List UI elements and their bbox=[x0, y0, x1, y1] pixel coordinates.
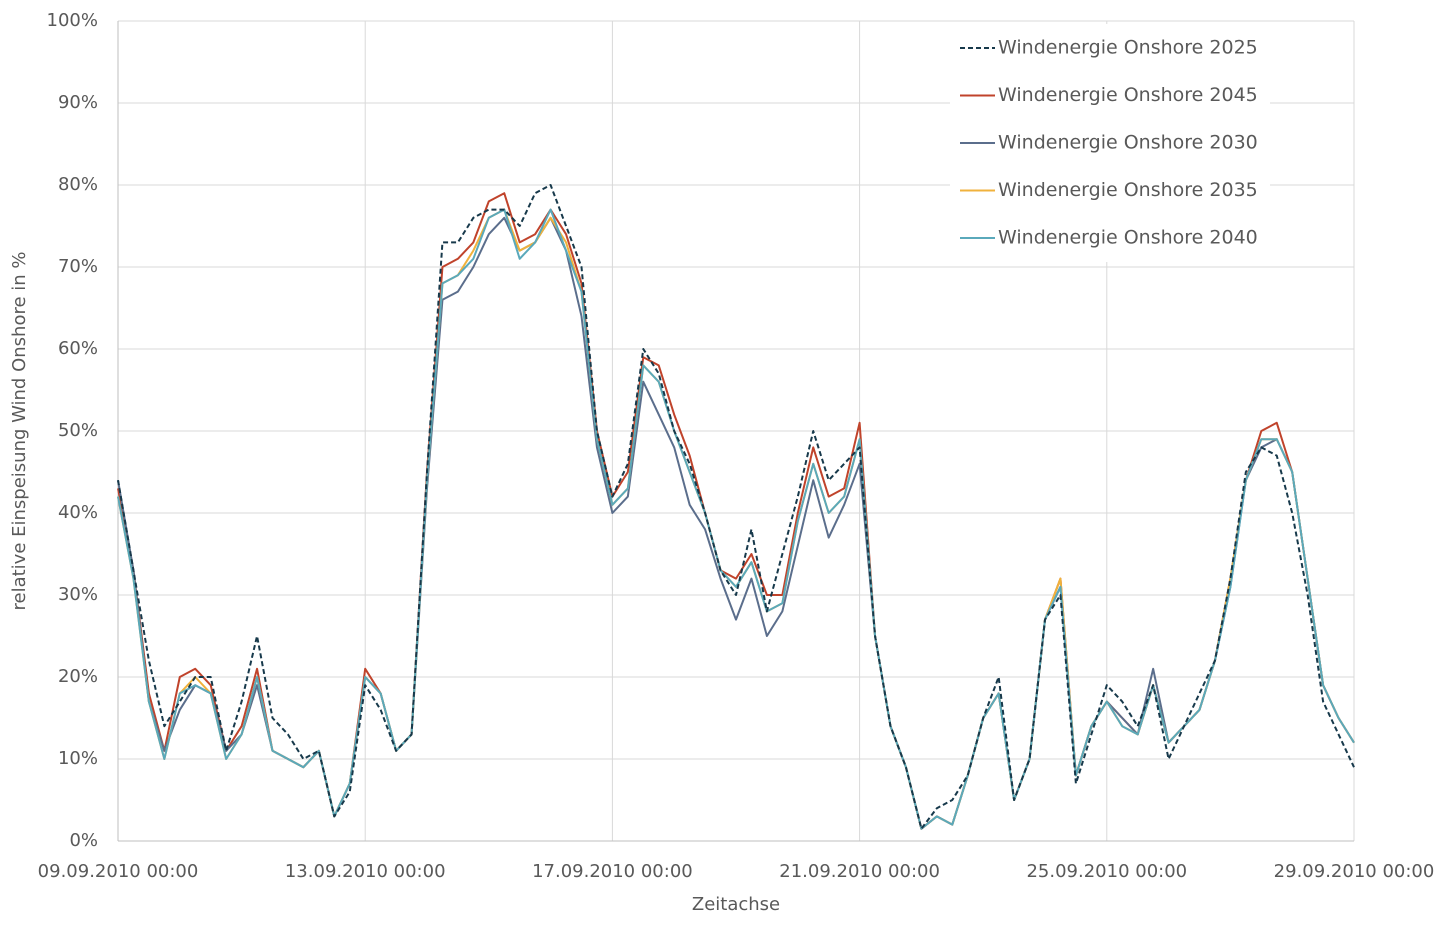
series-line bbox=[117, 192, 1355, 830]
series-line bbox=[117, 184, 1355, 830]
y-tick-label: 70% bbox=[58, 256, 98, 277]
legend-label: Windenergie Onshore 2035 bbox=[998, 179, 1258, 201]
series-line bbox=[117, 208, 1355, 830]
x-tick-label: 17.09.2010 00:00 bbox=[532, 861, 693, 882]
y-tick-label: 100% bbox=[47, 10, 98, 31]
y-tick-label: 60% bbox=[58, 338, 98, 359]
series-line bbox=[117, 216, 1355, 830]
x-tick-label: 29.09.2010 00:00 bbox=[1274, 861, 1435, 882]
x-tick-label: 25.09.2010 00:00 bbox=[1026, 861, 1187, 882]
x-tick-label: 09.09.2010 00:00 bbox=[38, 861, 199, 882]
y-tick-label: 30% bbox=[58, 584, 98, 605]
x-axis-label: Zeitachse bbox=[692, 894, 780, 915]
y-tick-label: 10% bbox=[58, 748, 98, 769]
y-tick-label: 40% bbox=[58, 502, 98, 523]
y-tick-label: 50% bbox=[58, 420, 98, 441]
y-tick-label: 0% bbox=[69, 830, 98, 851]
legend: Windenergie Onshore 2025 Windenergie Onsh… bbox=[950, 24, 1270, 262]
y-axis-label: relative Einspeisung Wind Onshore in % bbox=[9, 252, 30, 611]
y-tick-label: 90% bbox=[58, 92, 98, 113]
legend-label: Windenergie Onshore 2045 bbox=[998, 84, 1258, 106]
legend-label: Windenergie Onshore 2030 bbox=[998, 132, 1258, 154]
legend-label: Windenergie Onshore 2040 bbox=[998, 227, 1258, 249]
legend-box bbox=[950, 24, 1270, 262]
series-line bbox=[117, 208, 1355, 830]
y-tick-label: 20% bbox=[58, 666, 98, 687]
y-tick-label: 80% bbox=[58, 174, 98, 195]
x-tick-label: 21.09.2010 00:00 bbox=[779, 861, 940, 882]
x-tick-label: 13.09.2010 00:00 bbox=[285, 861, 446, 882]
legend-label: Windenergie Onshore 2025 bbox=[998, 37, 1258, 59]
